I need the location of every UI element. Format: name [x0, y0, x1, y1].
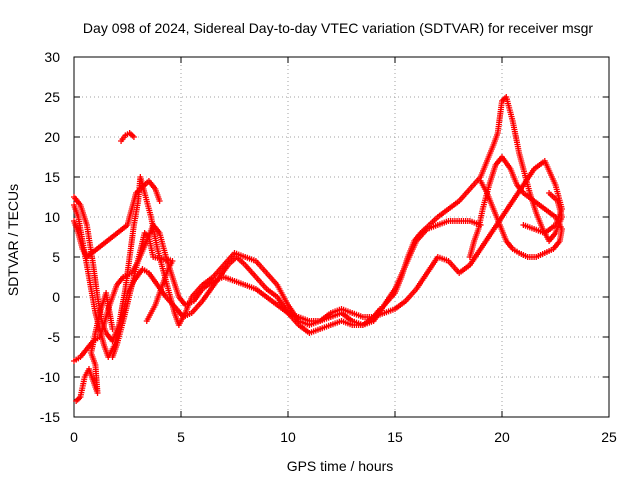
- y-tick-label: 25: [44, 89, 60, 105]
- series-track-d: [73, 290, 116, 404]
- y-tick-label: 0: [52, 289, 60, 305]
- axis-ticks: [73, 56, 610, 418]
- x-tick-label: 20: [494, 429, 510, 445]
- data-point: [466, 254, 473, 260]
- series-track-g: [466, 154, 565, 260]
- y-tick-label: -15: [40, 409, 60, 425]
- data-point: [109, 354, 116, 360]
- y-tick-label: 10: [44, 209, 60, 225]
- y-tick-label: -10: [40, 369, 60, 385]
- data-point: [130, 134, 137, 140]
- data-point: [156, 198, 163, 204]
- y-axis-label: SDTVAR / TECUs: [5, 184, 21, 296]
- x-tick-label: 5: [177, 429, 185, 445]
- data-point: [520, 222, 527, 228]
- y-tick-label: 20: [44, 129, 60, 145]
- x-axis-label: GPS time / hours: [287, 458, 394, 474]
- data-point: [377, 306, 384, 312]
- series-track-h: [109, 230, 176, 360]
- tick-labels: 0 5 10 15 20 25 -15 -10 -5 0 5 10 15 20 25 30: [40, 49, 617, 445]
- data-point: [546, 190, 553, 196]
- x-tick-label: 10: [280, 429, 296, 445]
- chart-title: Day 098 of 2024, Sidereal Day-to-day VTE…: [83, 20, 593, 36]
- series-track-e: [118, 130, 137, 144]
- x-tick-label: 25: [601, 429, 617, 445]
- y-tick-label: 30: [44, 49, 60, 65]
- series-track-i: [71, 178, 163, 260]
- y-tick-label: -5: [48, 329, 61, 345]
- x-tick-label: 15: [387, 429, 403, 445]
- y-tick-label: 15: [44, 169, 60, 185]
- data-point: [109, 326, 116, 332]
- data-marks: [71, 94, 565, 404]
- x-tick-label: 0: [70, 429, 78, 445]
- plot-frame: [73, 56, 610, 418]
- y-tick-label: 5: [52, 249, 60, 265]
